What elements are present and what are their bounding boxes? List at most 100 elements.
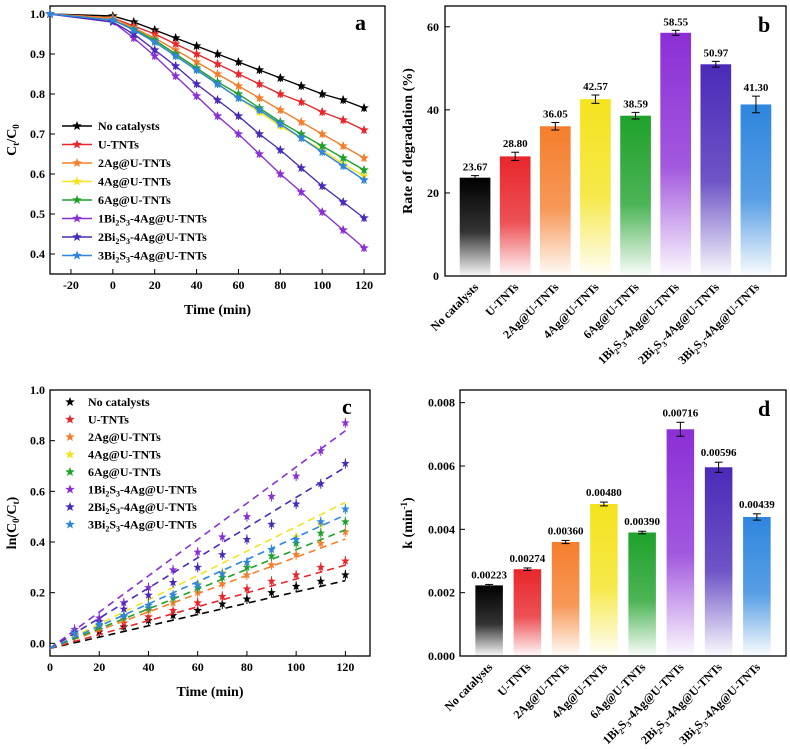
panel-a-data-point — [275, 119, 286, 129]
panel-c-data-point — [218, 569, 227, 578]
panel-a-legend-marker — [72, 232, 82, 242]
panel-a-data-point — [254, 129, 265, 139]
panel-b-frame — [444, 5, 787, 277]
panel-c-data-point — [242, 570, 252, 579]
panel-d-ytick-label: 0.006 — [428, 459, 455, 473]
panel-a-data-point — [359, 153, 369, 163]
panel-c-xtick-label: 60 — [192, 660, 204, 674]
panel-b-value-label: 28.80 — [503, 138, 528, 150]
panel-c-data-point — [94, 619, 104, 628]
panel-c-data-point — [316, 528, 326, 537]
panel-c-data-point — [242, 512, 252, 521]
panel-d-category-label: No catalysts — [442, 660, 496, 714]
panel-a-data-point — [233, 81, 244, 91]
panel-a-legend-label: No catalysts — [98, 119, 160, 133]
panel-a-data-point — [191, 57, 202, 67]
panel-a-data-point — [170, 51, 181, 61]
panel-c-data-point — [267, 491, 276, 501]
panel-c-letter: c — [342, 394, 352, 419]
panel-b-value-label: 23.67 — [463, 162, 488, 174]
panel-a-data-point — [317, 181, 327, 191]
panel-d-value-label: 0.00596 — [701, 447, 737, 459]
panel-a-series-3bi2s3-4ag-u-tnts — [45, 9, 369, 185]
panel-a-ytick-label: 0.8 — [30, 87, 45, 101]
panel-a-data-point — [317, 107, 327, 117]
panel-c-legend-label: U-TNTs — [88, 413, 129, 427]
panel-d-bar-3bi2s3-4ag-u-tnts — [743, 516, 771, 656]
panel-a-series-line — [49, 13, 365, 181]
panel-c-data-point — [267, 551, 276, 560]
panel-c-data-point — [193, 547, 202, 556]
panel-b-bar-6ag-u-tnts — [620, 115, 651, 276]
panel-c-legend-label: 4Ag@U-TNTs — [88, 448, 161, 462]
panel-a-data-point — [317, 89, 327, 99]
panel-d-ytick-label: 0.008 — [428, 396, 455, 410]
panel-b-letter: b — [758, 12, 770, 37]
panel-a-data-point — [254, 149, 265, 159]
panel-d-value-label: 0.00390 — [624, 516, 660, 528]
panel-a-ytick-label: 0.6 — [30, 167, 45, 181]
panel-a-data-point — [254, 79, 265, 89]
panel-a-xtick-label: 0 — [110, 278, 116, 292]
panel-d-bar-2ag-u-tnts — [551, 542, 580, 656]
panel-a-data-point — [359, 213, 369, 223]
panel-b-value-label: 41.30 — [744, 82, 769, 94]
panel-c-xtick-label: 100 — [287, 660, 305, 674]
panel-a-data-point — [149, 45, 160, 55]
panel-a-legend-marker — [72, 158, 82, 168]
panel-a-legend-label: 6Ag@U-TNTs — [98, 193, 171, 207]
panel-c-data-point — [218, 532, 227, 541]
panel-a-data-point — [170, 33, 181, 43]
panel-a-data-point — [170, 71, 181, 81]
panel-a-data-point — [275, 169, 286, 179]
panel-c-legend-label: No catalysts — [88, 395, 150, 409]
panel-c-data-point — [291, 499, 301, 508]
panel-c-legend-label: 2Bi2S3-4Ag@U-TNTs — [88, 500, 197, 516]
panel-c-data-point — [242, 584, 252, 593]
panel-c-data-point — [193, 605, 202, 615]
panel-c-data-point — [291, 471, 301, 480]
panel-c-data-point — [341, 418, 350, 427]
panel-a-ytick-label: 0.5 — [30, 207, 45, 221]
panel-b-bar-chart: 0 20 40 60 Rate of degradation (%) b 23.67 No c… — [401, 5, 787, 367]
panel-c-legend-label: 1Bi2S3-4Ag@U-TNTs — [88, 483, 197, 499]
panel-c-data-point — [218, 550, 227, 559]
panel-a-data-point — [233, 57, 244, 67]
panel-d-bar-2bi2s3-4ag-u-tnts — [704, 467, 733, 656]
panel-d-value-label: 0.00439 — [739, 499, 775, 511]
panel-a-series-line — [49, 13, 365, 131]
panel-b-value-label: 50.97 — [703, 47, 728, 59]
panel-d-y-axis-label: k (min-1) — [399, 497, 416, 549]
panel-d-letter: d — [758, 396, 770, 421]
panel-c-data-point — [144, 583, 153, 592]
panel-a-data-point — [254, 105, 265, 115]
panel-c-data-point — [242, 594, 252, 603]
panel-b-bar-no-catalysts — [459, 177, 491, 276]
panel-a-x-axis-label: Time (min) — [184, 303, 251, 318]
panel-a-data-point — [296, 117, 307, 127]
panel-a-series-line — [49, 13, 365, 171]
panel-a-data-point — [359, 165, 369, 175]
panel-c-legend-marker — [65, 397, 75, 407]
panel-b-category-label: No catalysts — [428, 280, 482, 334]
panel-a-legend-label: 4Ag@U-TNTs — [98, 175, 171, 189]
panel-c-data-point — [267, 588, 276, 597]
panel-c-data-point — [267, 560, 276, 569]
panel-a-data-point — [275, 89, 286, 99]
panel-a-data-point — [254, 65, 265, 75]
panel-a-data-point — [191, 49, 202, 59]
panel-c-data-point — [291, 581, 301, 590]
panel-d-bar-chart: 0.000 0.002 0.004 0.006 0.008 k (min-1) d 0.002… — [399, 389, 787, 747]
panel-a-data-point — [212, 59, 223, 69]
panel-c-data-point — [316, 479, 326, 488]
panel-a-letter: a — [355, 10, 366, 35]
panel-a-data-point — [170, 39, 181, 49]
panel-c-series-no-catalysts — [49, 569, 350, 650]
panel-c-scatter-chart: 0 20 40 60 80 100 120 0.0 0.2 0.4 0.6 0.8 1.0 Time (m… — [5, 383, 371, 700]
panel-c-data-point — [218, 599, 227, 608]
panel-a-data-point — [275, 73, 286, 83]
panel-a-series-u-tnts — [45, 9, 369, 135]
panel-c-legend-marker — [65, 432, 75, 442]
panel-a-data-point — [275, 105, 286, 115]
